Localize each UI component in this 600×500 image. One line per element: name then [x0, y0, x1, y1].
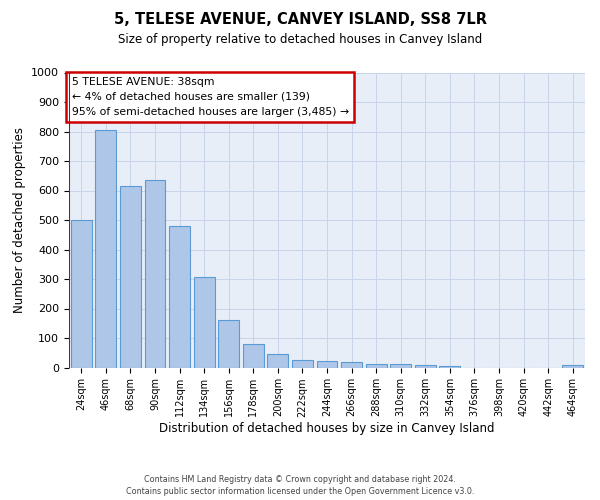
- Bar: [341, 362, 362, 368]
- Bar: [390, 364, 411, 368]
- Bar: [218, 320, 239, 368]
- Bar: [365, 364, 386, 368]
- Bar: [268, 354, 289, 368]
- Bar: [71, 220, 92, 368]
- Bar: [292, 360, 313, 368]
- Bar: [317, 361, 337, 368]
- Bar: [562, 364, 583, 368]
- X-axis label: Distribution of detached houses by size in Canvey Island: Distribution of detached houses by size …: [159, 422, 495, 436]
- Bar: [145, 180, 166, 368]
- Bar: [95, 130, 116, 368]
- Bar: [169, 226, 190, 368]
- Bar: [439, 366, 460, 368]
- Bar: [415, 365, 436, 368]
- Text: 5 TELESE AVENUE: 38sqm
← 4% of detached houses are smaller (139)
95% of semi-det: 5 TELESE AVENUE: 38sqm ← 4% of detached …: [71, 77, 349, 116]
- Y-axis label: Number of detached properties: Number of detached properties: [13, 127, 26, 313]
- Bar: [120, 186, 141, 368]
- Text: Contains HM Land Registry data © Crown copyright and database right 2024.
Contai: Contains HM Land Registry data © Crown c…: [126, 474, 474, 496]
- Text: 5, TELESE AVENUE, CANVEY ISLAND, SS8 7LR: 5, TELESE AVENUE, CANVEY ISLAND, SS8 7LR: [113, 12, 487, 28]
- Text: Size of property relative to detached houses in Canvey Island: Size of property relative to detached ho…: [118, 32, 482, 46]
- Bar: [194, 276, 215, 368]
- Bar: [243, 344, 264, 368]
